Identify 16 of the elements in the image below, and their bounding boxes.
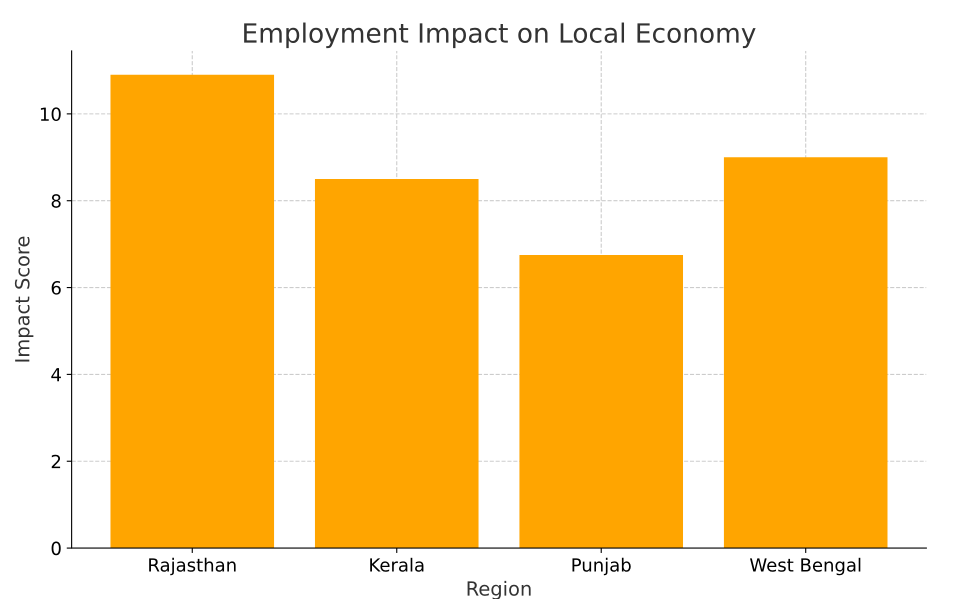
y-tick-label: 6 (52, 281, 61, 295)
y-tick-label: 0 (52, 542, 61, 556)
x-tick-label: Kerala (370, 558, 424, 572)
bar (724, 157, 888, 548)
bar (314, 179, 479, 548)
y-tick-label: 8 (52, 194, 61, 208)
x-tick-label: West Bengal (750, 558, 860, 576)
y-tick-label: 2 (52, 454, 60, 468)
bar (519, 254, 684, 548)
bar (110, 74, 274, 548)
x-tick-label: Rajasthan (149, 558, 236, 576)
y-tick-label: 4 (51, 368, 61, 382)
x-tick-label: Punjab (572, 558, 631, 576)
chart-title: Employment Impact on Local Economy (244, 22, 756, 48)
y-axis-title: Impact Score (14, 236, 34, 362)
y-tick-label: 10 (40, 107, 61, 121)
